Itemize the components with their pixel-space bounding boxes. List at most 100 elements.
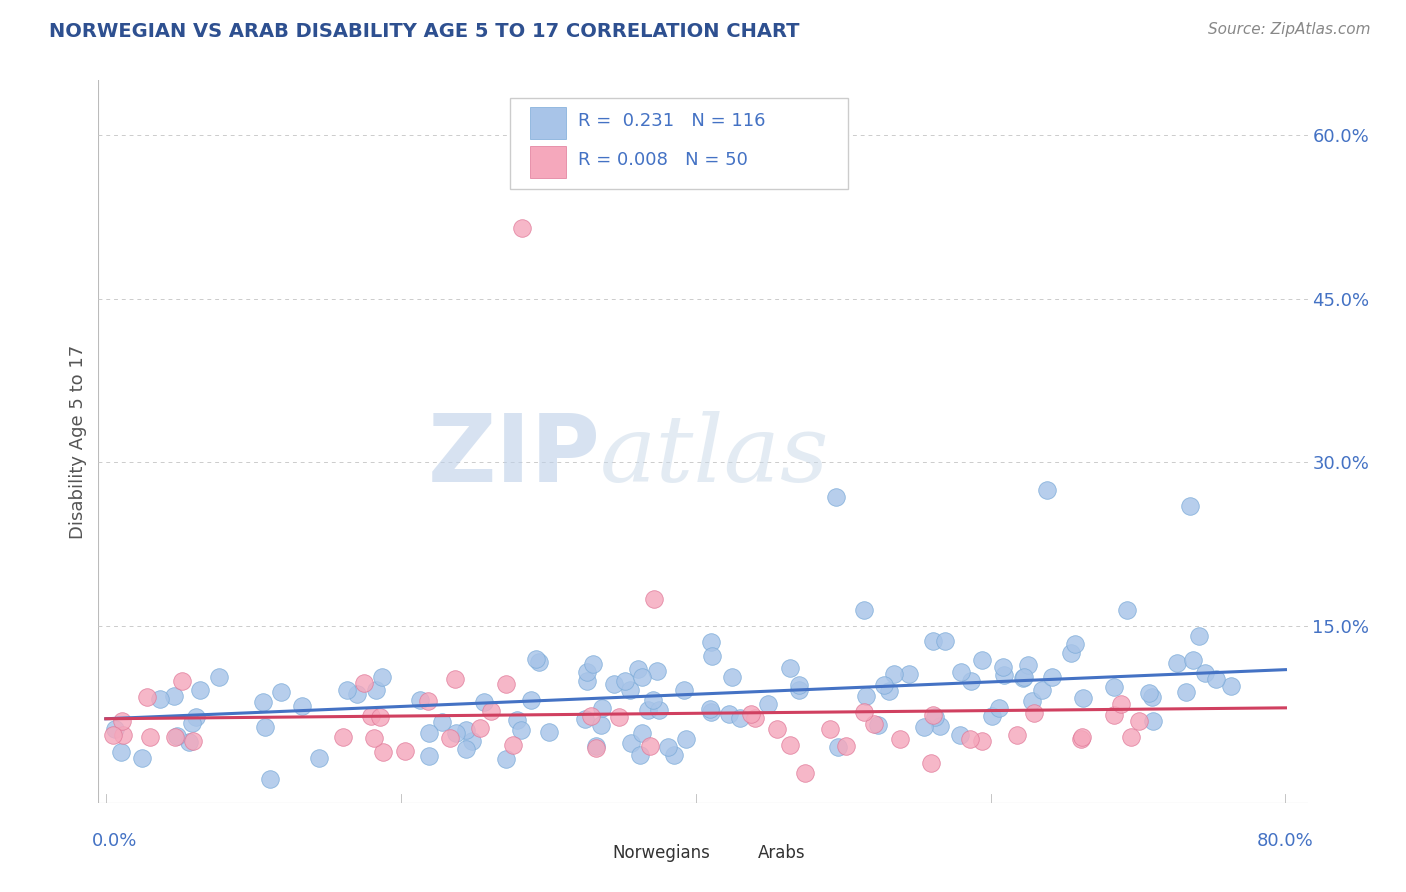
Point (631, 726, 654, 740)
Point (454, 723, 477, 738)
Point (700, 635, 723, 649)
Point (1109, 697, 1132, 711)
Point (824, 490, 846, 504)
Text: Norwegians: Norwegians (613, 845, 710, 863)
Point (291, 698, 314, 713)
Point (181, 715, 204, 730)
Point (619, 682, 641, 697)
Point (883, 667, 905, 681)
Point (576, 674, 599, 689)
Point (444, 672, 467, 686)
Text: R =  0.231   N = 116: R = 0.231 N = 116 (578, 112, 766, 129)
Point (526, 652, 548, 666)
Point (585, 739, 607, 753)
Point (987, 700, 1010, 714)
Point (432, 714, 454, 729)
Point (366, 683, 388, 698)
Point (1137, 686, 1160, 700)
Point (700, 705, 723, 719)
Point (1035, 483, 1057, 497)
Text: R = 0.008   N = 50: R = 0.008 N = 50 (578, 151, 748, 169)
Point (818, 722, 841, 736)
Point (638, 739, 661, 753)
Point (1040, 670, 1063, 684)
Point (721, 670, 744, 684)
Point (949, 665, 972, 679)
Bar (530, 146, 567, 178)
Point (699, 702, 721, 716)
Point (863, 717, 886, 731)
Point (702, 648, 724, 663)
Point (627, 662, 650, 676)
Point (495, 677, 517, 691)
Point (576, 665, 599, 679)
Point (789, 682, 811, 697)
Point (353, 676, 375, 690)
Point (614, 674, 637, 689)
Point (479, 704, 502, 718)
Bar (576, 843, 603, 864)
Point (1012, 670, 1035, 684)
Point (643, 591, 665, 606)
Point (993, 668, 1015, 682)
Point (1063, 637, 1085, 651)
Point (416, 694, 439, 708)
Point (582, 657, 605, 671)
Point (409, 693, 432, 707)
Point (912, 720, 935, 734)
Point (1121, 730, 1143, 744)
Point (537, 725, 560, 739)
Point (1182, 653, 1205, 667)
Point (921, 633, 943, 648)
Point (972, 653, 994, 667)
Point (717, 706, 740, 721)
Point (728, 711, 751, 725)
Point (190, 682, 212, 697)
Point (112, 728, 135, 742)
Point (418, 726, 440, 740)
Point (181, 734, 204, 748)
Point (166, 729, 188, 743)
Point (1128, 714, 1150, 728)
Point (439, 731, 461, 745)
Point (853, 603, 876, 617)
Point (1071, 690, 1094, 705)
Point (675, 731, 697, 746)
Point (1140, 690, 1163, 704)
Point (889, 732, 911, 747)
Point (1012, 671, 1035, 685)
Point (756, 697, 779, 711)
Point (259, 772, 281, 786)
Point (897, 667, 920, 681)
Point (252, 694, 274, 708)
Point (835, 739, 858, 753)
Point (1102, 708, 1125, 723)
Point (866, 718, 889, 732)
Point (1166, 657, 1188, 671)
Point (1219, 679, 1241, 693)
Point (346, 688, 368, 702)
Point (879, 684, 901, 698)
Point (920, 756, 942, 770)
Point (779, 739, 801, 753)
Point (1021, 694, 1043, 708)
Point (662, 748, 685, 763)
Text: atlas: atlas (600, 411, 830, 501)
Point (603, 677, 626, 691)
Point (922, 707, 945, 722)
Point (744, 711, 766, 725)
Text: Source: ZipAtlas.com: Source: ZipAtlas.com (1208, 22, 1371, 37)
Point (581, 708, 603, 723)
Point (110, 746, 132, 760)
Point (991, 660, 1014, 674)
Point (1175, 685, 1198, 699)
Point (394, 744, 416, 758)
Point (1070, 730, 1092, 744)
Point (657, 740, 679, 755)
Point (779, 661, 801, 675)
Point (924, 709, 946, 723)
Point (527, 655, 550, 669)
Point (360, 708, 382, 723)
Point (163, 690, 186, 704)
Point (270, 685, 292, 699)
